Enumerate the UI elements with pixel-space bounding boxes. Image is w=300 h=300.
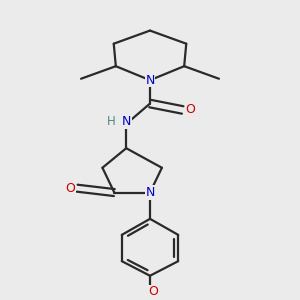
Text: N: N [145, 186, 155, 199]
Text: H: H [107, 115, 116, 128]
Text: N: N [122, 115, 131, 128]
Text: N: N [145, 74, 155, 87]
Text: O: O [66, 182, 76, 195]
Text: O: O [185, 103, 195, 116]
Text: O: O [148, 285, 158, 298]
